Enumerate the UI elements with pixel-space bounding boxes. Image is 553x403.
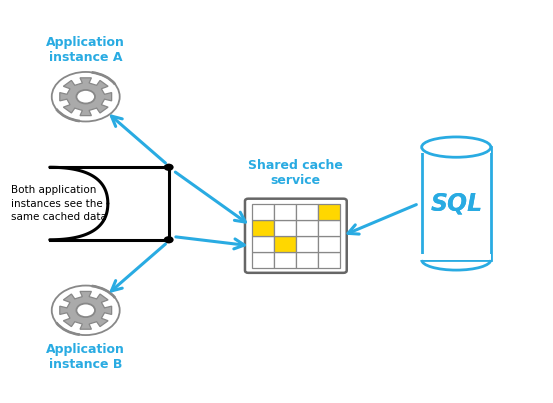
Bar <box>318 236 340 252</box>
FancyBboxPatch shape <box>421 254 491 260</box>
Text: Shared cache
service: Shared cache service <box>248 159 343 187</box>
Text: Application
instance B: Application instance B <box>46 343 125 371</box>
Polygon shape <box>60 291 112 329</box>
Text: SQL: SQL <box>430 191 482 216</box>
FancyBboxPatch shape <box>421 147 491 260</box>
Circle shape <box>164 236 174 243</box>
Text: SQL: SQL <box>430 191 482 216</box>
FancyBboxPatch shape <box>421 147 491 153</box>
Bar <box>318 220 340 236</box>
Bar <box>318 252 340 268</box>
Ellipse shape <box>421 137 491 157</box>
Bar <box>296 204 318 220</box>
Bar <box>252 252 274 268</box>
Bar <box>274 236 296 252</box>
Bar <box>296 252 318 268</box>
Polygon shape <box>60 78 112 116</box>
Bar <box>252 204 274 220</box>
Circle shape <box>76 90 95 104</box>
Bar <box>252 236 274 252</box>
Bar <box>318 204 340 220</box>
Bar <box>296 220 318 236</box>
Text: Both application
instances see the
same cached data: Both application instances see the same … <box>11 185 107 222</box>
Circle shape <box>76 303 95 317</box>
Bar <box>252 220 274 236</box>
Bar <box>274 204 296 220</box>
Bar <box>274 252 296 268</box>
FancyBboxPatch shape <box>245 199 347 273</box>
Circle shape <box>164 164 174 171</box>
Bar <box>274 220 296 236</box>
Bar <box>296 236 318 252</box>
Text: Application
instance A: Application instance A <box>46 36 125 64</box>
